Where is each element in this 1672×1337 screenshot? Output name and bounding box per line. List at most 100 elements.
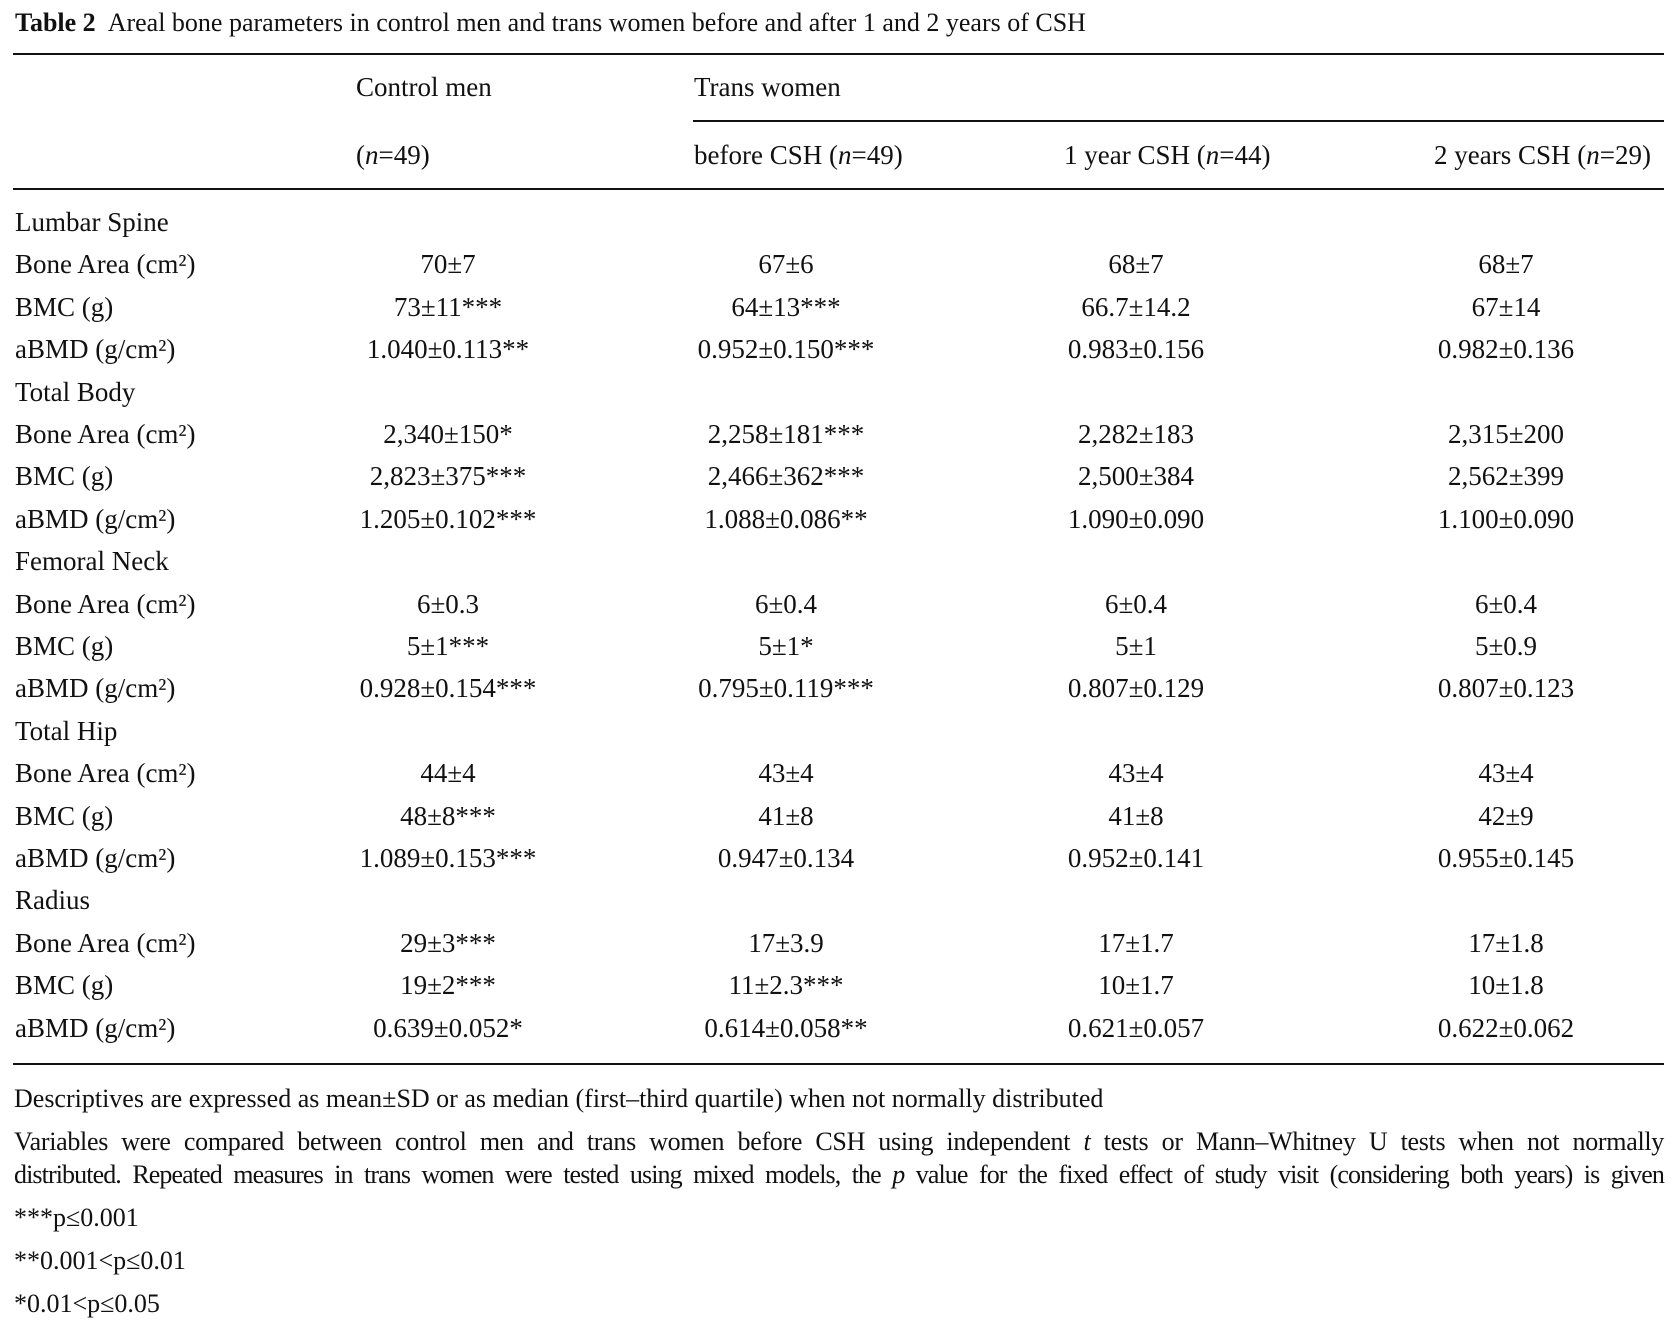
table-cell: 42±9: [1478, 800, 1534, 831]
table-cell: 19±2***: [400, 970, 496, 1001]
table-cell: 2,823±375***: [369, 461, 527, 492]
table-cell: 0.947±0.134: [717, 843, 855, 873]
section-header-row: Total Body: [0, 377, 1672, 419]
header-text: =29): [1599, 140, 1651, 170]
table-row: BMC (g) 48±8*** 41±8 41±8 42±9: [0, 801, 1672, 843]
row-label: BMC (g): [15, 631, 114, 661]
section-label: Total Body: [15, 376, 136, 407]
table-cell: 2,340±150*: [383, 419, 513, 449]
footnote-italic: t: [1083, 1127, 1091, 1156]
table-cell: 29±3***: [400, 927, 496, 958]
bottom-rule: [13, 1063, 1664, 1065]
table-cell: 67±14: [1471, 291, 1541, 322]
row-label: aBMD (g/cm²): [15, 843, 176, 873]
table-cell: 0.614±0.058**: [704, 1012, 868, 1043]
header-text: (: [356, 140, 365, 170]
footnote-text: value for the fixed effect of study visi…: [904, 1160, 1665, 1189]
row-label: aBMD (g/cm²): [15, 673, 176, 704]
table-row: BMC (g) 2,823±375*** 2,466±362*** 2,500±384…: [0, 461, 1672, 503]
header-col-control: (n=49): [356, 140, 430, 171]
table-cell: 0.952±0.150***: [697, 334, 875, 365]
table-cell: 48±8***: [400, 800, 496, 831]
table-label: Table 2: [15, 8, 96, 37]
table-cell: 1.089±0.153***: [359, 843, 537, 873]
section-header-row: Radius: [0, 885, 1672, 927]
table-cell: 2,466±362***: [707, 461, 865, 492]
section-label: Femoral Neck: [15, 546, 169, 577]
header-text: 2 years CSH (: [1434, 140, 1587, 170]
header-col-1year: 1 year CSH (n=44): [1064, 140, 1270, 171]
table-cell: 2,315±200: [1447, 419, 1565, 449]
footnote-text: tests or Mann–Whitney U tests when not n…: [1090, 1127, 1665, 1156]
table-cell: 6±0.3: [416, 588, 480, 619]
footnote-methods-line1: Variables were compared between control …: [14, 1127, 1664, 1157]
table-cell: 10±1.8: [1468, 970, 1544, 1001]
group-rule: [693, 120, 1664, 122]
table-cell: 1.088±0.086**: [704, 503, 868, 534]
header-col-2years: 2 years CSH (n=29): [1434, 140, 1651, 171]
table-cell: 0.621±0.057: [1067, 1012, 1205, 1043]
table-cell: 2,562±399: [1447, 461, 1565, 492]
footnote-methods-line2: distributed. Repeated measures in trans …: [14, 1160, 1665, 1190]
table-cell: 66.7±14.2: [1081, 291, 1191, 322]
table-cell: 0.807±0.123: [1437, 673, 1575, 704]
table-cell: 0.955±0.145: [1437, 843, 1575, 873]
footnote-descriptives: Descriptives are expressed as mean±SD or…: [14, 1084, 1104, 1113]
table-cell: 2,282±183: [1077, 419, 1195, 449]
table-cell: 5±0.9: [1474, 631, 1538, 661]
header-n: n: [1586, 140, 1600, 170]
table-cell: 1.100±0.090: [1437, 503, 1575, 534]
header-n: n: [1205, 140, 1220, 170]
header-n: n: [365, 140, 379, 170]
table-row: BMC (g) 5±1*** 5±1* 5±1 5±0.9: [0, 631, 1672, 673]
table-cell: 0.622±0.062: [1437, 1012, 1575, 1043]
table-cell: 2,500±384: [1077, 461, 1195, 492]
table-cell: 5±1***: [406, 631, 490, 661]
section-label: Total Hip: [15, 715, 118, 746]
table-cell: 17±3.9: [748, 927, 824, 958]
table-cell: 5±1: [1115, 631, 1157, 661]
section-header-row: Total Hip: [0, 716, 1672, 758]
header-col-before: before CSH (n=49): [694, 140, 903, 171]
row-label: Bone Area (cm²): [15, 249, 196, 280]
table-cell: 73±11***: [393, 291, 503, 322]
table-row: aBMD (g/cm²) 1.089±0.153*** 0.947±0.134 0.9…: [0, 843, 1672, 885]
table-row: BMC (g) 73±11*** 64±13*** 66.7±14.2 67±14: [0, 292, 1672, 334]
top-rule: [13, 53, 1664, 55]
table-cell: 68±7: [1108, 249, 1164, 280]
footnote-text: distributed. Repeated measures in trans …: [14, 1160, 893, 1189]
table-cell: 43±4: [758, 758, 814, 789]
table-cell: 0.639±0.052*: [373, 1012, 523, 1043]
header-text: =44): [1219, 140, 1271, 170]
table-cell: 1.205±0.102***: [359, 503, 537, 534]
table-cell: 67±6: [758, 249, 814, 280]
table-cell: 6±0.4: [754, 588, 818, 619]
table-cell: 17±1.8: [1468, 927, 1544, 958]
row-label: Bone Area (cm²): [15, 588, 196, 619]
table-cell: 0.952±0.141: [1067, 843, 1205, 873]
table-cell: 5±1*: [758, 631, 814, 661]
table-cell: 43±4: [1478, 758, 1534, 789]
table-row: BMC (g) 19±2*** 11±2.3*** 10±1.7 10±1.8: [0, 970, 1672, 1012]
table-row: aBMD (g/cm²) 1.205±0.102*** 1.088±0.086** 1…: [0, 504, 1672, 546]
table-row: aBMD (g/cm²) 0.928±0.154*** 0.795±0.119***…: [0, 673, 1672, 715]
table-row: Bone Area (cm²) 6±0.3 6±0.4 6±0.4 6±0.4: [0, 589, 1672, 631]
row-label: aBMD (g/cm²): [15, 1012, 176, 1043]
row-label: BMC (g): [15, 291, 114, 322]
table-cell: 10±1.7: [1098, 970, 1174, 1001]
row-label: Bone Area (cm²): [15, 419, 196, 449]
table-cell: 0.983±0.156: [1067, 334, 1205, 365]
table-cell: 6±0.4: [1474, 588, 1538, 619]
table-cell: 43±4: [1108, 758, 1164, 789]
header-n: n: [837, 140, 852, 170]
table-cell: 70±7: [420, 249, 476, 280]
section-label: Radius: [15, 885, 91, 916]
table-cell: 2,258±181***: [707, 419, 865, 449]
footnote-sig-1: *0.01<p≤0.05: [14, 1289, 160, 1318]
header-text: 1 year CSH (: [1064, 140, 1206, 170]
footnote-sig-3: ***p≤0.001: [14, 1203, 139, 1232]
footnote-italic: p: [892, 1160, 905, 1189]
footnote-text: Variables were compared between control …: [14, 1127, 1084, 1156]
row-label: aBMD (g/cm²): [15, 334, 176, 365]
section-label: Lumbar Spine: [15, 207, 169, 237]
